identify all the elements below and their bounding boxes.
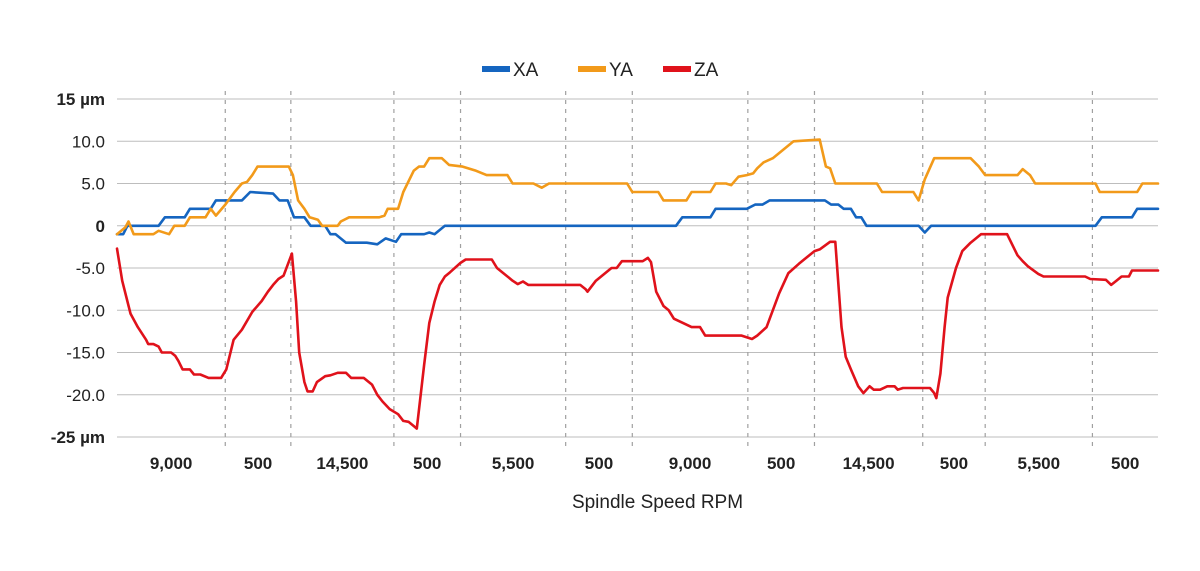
x-tick-label: 14,500 [316, 454, 368, 473]
y-axis-ticks: 15 µm 10.0 5.0 0 -5.0 -10.0 -15.0 -20.0 -25 µm [51, 90, 105, 447]
x-axis-label: Spindle Speed RPM [572, 492, 743, 513]
legend-label-xa: XA [513, 60, 539, 81]
y-tick-label: 5.0 [81, 175, 105, 194]
x-tick-label: 5,500 [492, 454, 535, 473]
y-tick-label: -25 µm [51, 428, 105, 447]
legend-label-za: ZA [694, 60, 719, 81]
gridlines [117, 98, 1158, 438]
legend-swatch-za [663, 66, 691, 72]
x-tick-label: 5,500 [1018, 454, 1061, 473]
y-tick-label: -5.0 [76, 259, 105, 278]
legend-label-ya: YA [609, 60, 633, 81]
y-tick-label: -15.0 [66, 344, 105, 363]
x-tick-label: 9,000 [669, 454, 712, 473]
x-axis-ticks: 9,000 500 14,500 500 5,500 500 9,000 500 14,500 5… [150, 454, 1140, 473]
x-tick-label: 500 [1111, 454, 1139, 473]
legend: XA YA ZA [482, 60, 719, 81]
x-tick-label: 9,000 [150, 454, 193, 473]
x-tick-label: 14,500 [843, 454, 895, 473]
y-tick-label: -20.0 [66, 386, 105, 405]
x-tick-label: 500 [244, 454, 272, 473]
x-tick-label: 500 [413, 454, 441, 473]
y-tick-label: 0 [96, 217, 105, 236]
x-tick-label: 500 [767, 454, 795, 473]
x-tick-label: 500 [940, 454, 968, 473]
y-tick-label: 15 µm [56, 90, 105, 109]
legend-swatch-ya [578, 66, 606, 72]
x-tick-label: 500 [585, 454, 613, 473]
legend-swatch-xa [482, 66, 510, 72]
series-lines [115, 138, 1160, 430]
series-line-xa [115, 190, 1160, 246]
series-line-za [115, 232, 1160, 430]
series-line-ya [115, 138, 1160, 236]
y-tick-label: 10.0 [72, 132, 105, 151]
y-tick-label: -10.0 [66, 301, 105, 320]
